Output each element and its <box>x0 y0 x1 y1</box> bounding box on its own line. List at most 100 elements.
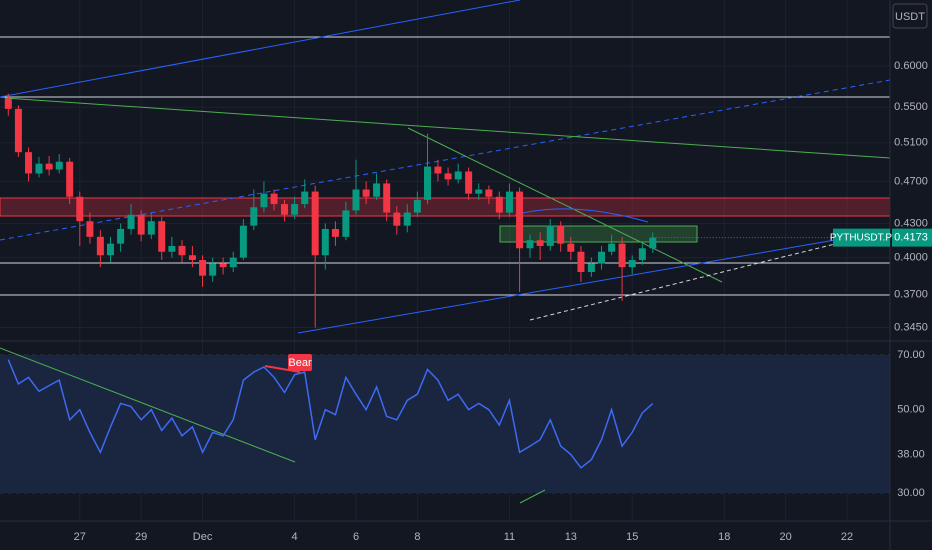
candle-body <box>536 240 544 246</box>
candle-body <box>434 166 442 174</box>
candle-body <box>4 98 12 109</box>
candle-body <box>393 212 401 226</box>
y-tick-label: 0.4300 <box>894 217 928 229</box>
moving-average <box>514 208 649 223</box>
y-tick-label: 0.6000 <box>894 60 928 72</box>
candle-body <box>45 163 53 170</box>
symbol-box <box>833 228 890 247</box>
trend-line <box>297 239 836 334</box>
trend-line <box>407 127 723 283</box>
candle-body <box>311 191 319 256</box>
candle-body <box>383 183 391 213</box>
candle-body <box>260 193 268 208</box>
marks <box>4 93 890 469</box>
candle-body <box>444 173 452 180</box>
x-tick-label: 22 <box>841 531 853 543</box>
candle-body <box>526 240 534 249</box>
candle-body <box>14 108 22 153</box>
last-price-label: 0.4173 <box>894 232 928 244</box>
y-tick-label: 30.00 <box>897 487 925 499</box>
candle-body <box>465 171 473 194</box>
annotation-box <box>288 354 312 371</box>
candle-body <box>546 225 554 246</box>
x-tick-label: 8 <box>414 531 420 543</box>
candle-body <box>628 259 636 268</box>
candle-body <box>557 225 565 244</box>
y-tick-label: 0.4700 <box>894 175 928 187</box>
candle-body <box>76 196 84 222</box>
candle-body <box>321 228 329 256</box>
rsi-trend-line <box>0 347 296 463</box>
candle-body <box>516 191 524 249</box>
candle-body <box>250 207 258 226</box>
candle-body <box>188 255 196 260</box>
symbol-label: PYTHUSDT.P <box>830 232 893 243</box>
candle-body <box>638 248 646 260</box>
trend-line <box>0 0 521 98</box>
candle-body <box>301 191 309 205</box>
candle-body <box>178 245 186 256</box>
candle-body <box>567 243 575 252</box>
trend-line <box>4 97 891 159</box>
candle-body <box>168 245 176 252</box>
candle-body <box>280 204 288 215</box>
candle-body <box>229 257 237 268</box>
x-tick-label: Dec <box>193 531 213 543</box>
candle-body <box>117 228 125 244</box>
y-tick-label: 0.3450 <box>894 321 928 333</box>
candle-body <box>55 161 63 170</box>
candle-body <box>239 225 247 258</box>
candle-body <box>424 166 432 200</box>
currency: USDT <box>895 11 925 23</box>
rsi-trend-line <box>519 489 546 504</box>
candle-body <box>199 259 207 276</box>
candle-body <box>475 189 483 194</box>
x-tick-label: 15 <box>626 531 638 543</box>
x-tick-label: 27 <box>74 531 86 543</box>
resistance-zone <box>0 197 891 217</box>
candle-body <box>106 243 114 256</box>
last-price-box <box>892 228 932 247</box>
candle-body <box>649 237 657 249</box>
candle-body <box>485 189 493 197</box>
trend-line <box>529 243 836 321</box>
candle-body <box>25 152 33 174</box>
candle-body <box>608 243 616 252</box>
y-tick-label: 0.4000 <box>894 252 928 264</box>
y-tick-label: 0.3700 <box>894 288 928 300</box>
candle-body <box>413 199 421 213</box>
candle-body <box>403 212 411 226</box>
y-tick-label: 38.00 <box>897 448 925 460</box>
x-tick-label: 11 <box>504 531 515 543</box>
candle-body <box>342 210 350 237</box>
candle-body <box>362 189 370 197</box>
candle-body <box>96 236 104 256</box>
candle-body <box>598 251 606 264</box>
y-tick-label: 50.00 <box>897 404 925 416</box>
y-tick-label: 0.5100 <box>894 137 928 149</box>
candle-body <box>35 163 43 174</box>
candle-body <box>158 221 166 252</box>
candle-body <box>270 193 278 205</box>
candle-body <box>66 161 74 197</box>
x-tick-label: 13 <box>565 531 577 543</box>
candle-body <box>137 214 145 235</box>
annotation: Bear <box>288 357 312 369</box>
candle-body <box>209 263 217 276</box>
candle-body <box>577 251 585 273</box>
x-tick-label: 29 <box>135 531 147 543</box>
y-tick-label: 70.00 <box>897 349 925 361</box>
x-tick-label: 18 <box>718 531 730 543</box>
candle-body <box>454 171 462 180</box>
y-tick-label: 0.5500 <box>894 101 928 113</box>
candle-body <box>86 221 94 237</box>
candle-body <box>495 196 503 213</box>
candle-body <box>373 183 381 197</box>
candle-body <box>147 221 155 235</box>
x-tick-label: 20 <box>780 531 792 543</box>
trend-line <box>0 79 891 241</box>
candle-body <box>291 204 299 215</box>
rsi-line <box>7 359 654 469</box>
